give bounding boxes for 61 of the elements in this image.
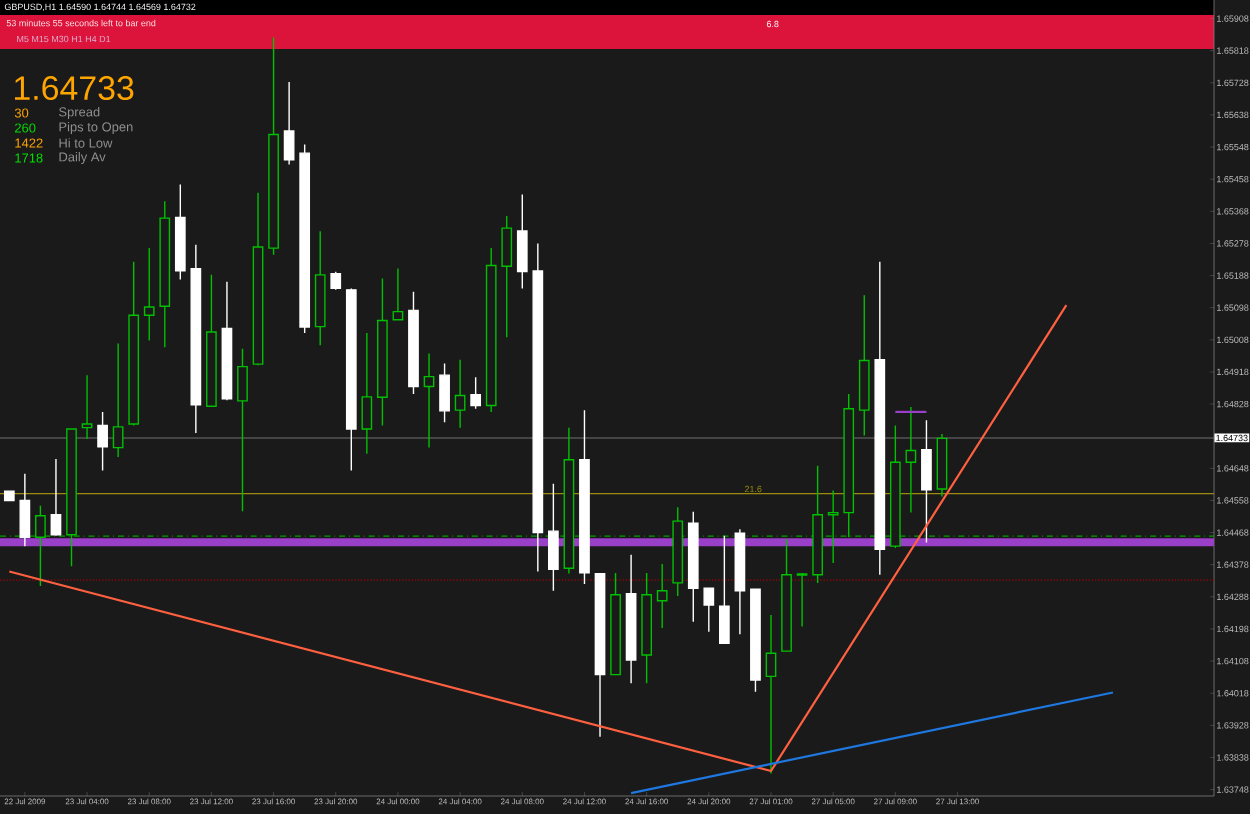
candlestick: [687, 511, 699, 623]
candlestick: [889, 424, 901, 549]
candlestick: [268, 36, 279, 256]
candlestick: [765, 614, 777, 775]
candlestick: [299, 143, 311, 334]
candlestick: [206, 274, 217, 407]
candlestick: [423, 352, 435, 449]
candlestick: [905, 406, 917, 514]
candlestick: [843, 393, 855, 538]
candlestick: [221, 280, 233, 401]
candlestick: [330, 270, 342, 291]
candlestick: [190, 244, 202, 434]
candlestick: [361, 332, 373, 455]
candlestick: [719, 535, 730, 644]
candlestick: [485, 247, 497, 413]
candlestick: [858, 294, 870, 437]
candlestick: [625, 554, 637, 684]
candlestick: [128, 260, 140, 427]
candlestick: [66, 428, 77, 567]
candlestick: [81, 374, 93, 440]
candlestick: [703, 587, 715, 633]
candlestick: [439, 362, 450, 423]
candlestick: [594, 572, 606, 738]
candlestick: [812, 465, 823, 584]
candlestick: [501, 215, 513, 339]
candlestick: [237, 348, 248, 512]
candlestick: [377, 277, 388, 427]
candlestick: [610, 572, 621, 676]
candlestick: [159, 200, 171, 349]
candlestick: [827, 489, 839, 564]
candlestick: [252, 192, 264, 366]
candlestick: [874, 260, 886, 576]
candlestick: [314, 230, 326, 346]
candlestick: [283, 81, 295, 166]
candlestick: [921, 419, 932, 544]
candlestick: [470, 376, 482, 410]
candlestick: [548, 482, 559, 592]
candlestick: [392, 267, 404, 321]
candlestick: [516, 193, 528, 290]
candlestick: [345, 287, 357, 472]
candlestick: [796, 572, 808, 628]
candlestick: [454, 359, 466, 429]
candlestick: [734, 528, 746, 635]
candlestick: [3, 490, 15, 502]
candlestick: [579, 409, 590, 585]
annotation: 1.64733: [15, 76, 134, 101]
candlestick: [97, 411, 108, 472]
candlestick: [19, 472, 31, 547]
candlestick: [35, 505, 46, 587]
candlestick: [174, 183, 186, 281]
candlestick: [750, 588, 761, 693]
candlestick: [641, 572, 652, 684]
candlestick: [408, 290, 419, 395]
candlestick: [532, 242, 544, 573]
candlestick: [781, 538, 792, 652]
candlestick: [672, 506, 684, 597]
candlestick: [50, 458, 62, 537]
candlestick: [656, 563, 668, 629]
candlestick: [936, 433, 948, 498]
candlestick: [112, 342, 124, 458]
candlestick: [563, 426, 575, 575]
